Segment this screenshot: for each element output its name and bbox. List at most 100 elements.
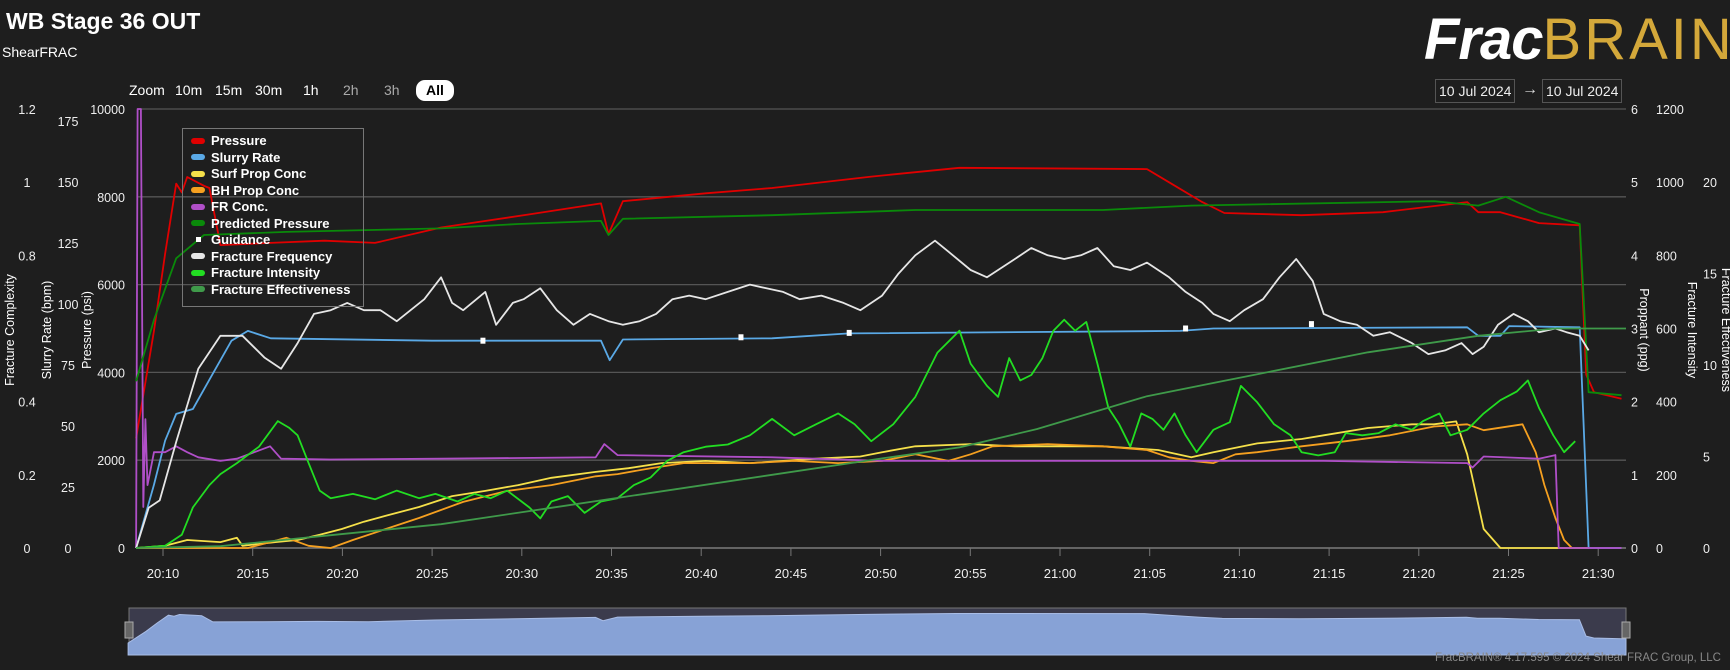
proppant-tick-label: 1	[1631, 469, 1638, 483]
guidance-marker	[1183, 325, 1189, 332]
page-title: WB Stage 36 OUT	[6, 8, 201, 34]
pressure-tick-label: 4000	[97, 366, 125, 380]
legend-label: Fracture Frequency	[211, 248, 333, 264]
guidance-marker	[1308, 321, 1314, 328]
zoom-15m-button[interactable]: 15m	[215, 82, 243, 98]
pressure-line	[135, 166, 1622, 439]
date-from-input[interactable]: 10 Jul 2024	[1435, 79, 1516, 103]
x-tick-label: 21:15	[1313, 566, 1346, 581]
x-tick-label: 21:05	[1133, 566, 1166, 581]
legend-swatch	[191, 269, 205, 276]
intensity-tick-label: 400	[1656, 396, 1677, 410]
intensity-tick-label: 200	[1656, 469, 1677, 483]
complexity-tick-label: 0.2	[18, 469, 35, 483]
slurry-tick-label: 175	[58, 115, 79, 129]
complexity-tick-label: 0.4	[18, 396, 35, 410]
zoom-30m-button[interactable]: 30m	[255, 82, 283, 98]
legend-swatch	[191, 170, 205, 177]
legend-swatch	[191, 203, 205, 210]
legend-label: Pressure	[211, 133, 267, 148]
navigator-right-handle[interactable]	[1621, 621, 1631, 639]
proppant-tick-label: 5	[1631, 176, 1638, 190]
legend-item-slurry-rate[interactable]: Slurry Rate	[191, 150, 280, 166]
guidance-marker	[480, 337, 486, 344]
legend-item-fracture-frequency[interactable]: Fracture Frequency	[191, 249, 332, 265]
x-tick-label: 20:35	[595, 566, 628, 581]
legend-swatch	[196, 237, 201, 243]
zoom-label: Zoom	[129, 82, 165, 98]
slurry-axis-title: Slurry Rate (bpm)	[40, 281, 54, 380]
proppant-tick-label: 2	[1631, 396, 1638, 410]
effectiveness-tick-label: 20	[1703, 176, 1717, 190]
legend-label: Fracture Intensity	[211, 265, 321, 280]
pressure-tick-label: 8000	[97, 191, 125, 205]
logo-text-frac: Frac	[1424, 7, 1544, 72]
intensity-tick-label: 600	[1656, 323, 1677, 337]
page-subtitle: ShearFRAC	[2, 44, 78, 60]
pressure-tick-label: 2000	[97, 454, 125, 468]
pressure-tick-label: 6000	[97, 279, 125, 293]
x-tick-label: 20:40	[685, 566, 718, 581]
legend: Pressure Slurry Rate Surf Prop Conc BH Prop…	[182, 128, 364, 307]
complexity-axis-title: Fracture Complexity	[3, 273, 17, 386]
complexity-tick-label: 0.8	[18, 249, 35, 263]
pressure-tick-label: 10000	[90, 103, 125, 117]
legend-item-fracture-intensity[interactable]: Fracture Intensity	[191, 265, 320, 281]
x-tick-label: 20:55	[954, 566, 987, 581]
guidance-marker	[846, 329, 852, 336]
navigator-left-handle[interactable]	[124, 621, 134, 639]
x-tick-label: 21:30	[1582, 566, 1615, 581]
slurry-tick-label: 125	[58, 237, 79, 251]
legend-swatch	[191, 187, 205, 194]
proppant-tick-label: 0	[1631, 542, 1638, 556]
pressure-tick-label: 0	[118, 542, 125, 556]
x-tick-label: 20:25	[416, 566, 449, 581]
zoom-1h-button[interactable]: 1h	[303, 82, 319, 98]
legend-item-fr-conc[interactable]: FR Conc.	[191, 199, 268, 215]
x-tick-label: 20:50	[864, 566, 897, 581]
x-tick-label: 20:45	[775, 566, 808, 581]
surf-prop-conc-line	[136, 420, 1589, 549]
zoom-all-button[interactable]: All	[416, 80, 454, 101]
slurry-tick-label: 150	[58, 176, 79, 190]
legend-label: FR Conc.	[211, 199, 269, 214]
intensity-axis-title: Fracture Intensity	[1685, 282, 1699, 379]
x-tick-label: 21:25	[1492, 566, 1525, 581]
effectiveness-tick-label: 0	[1703, 542, 1710, 556]
proppant-tick-label: 6	[1631, 103, 1638, 117]
axes: 20:10 20:15 20:20 20:25 20:30 20:35 20:40 20:45…	[3, 103, 1730, 581]
proppant-tick-label: 4	[1631, 249, 1638, 263]
legend-label: Fracture Effectiveness	[211, 281, 351, 297]
fracbrain-logo: FracBRAIN®	[1424, 10, 1730, 70]
intensity-tick-label: 1000	[1656, 176, 1684, 190]
slurry-tick-label: 100	[58, 298, 79, 312]
legend-item-bh-prop-conc[interactable]: BH Prop Conc	[191, 183, 299, 199]
legend-item-pressure[interactable]: Pressure	[191, 133, 267, 149]
effectiveness-tick-label: 5	[1703, 451, 1710, 465]
legend-label: Slurry Rate	[211, 149, 281, 165]
series-lines	[135, 108, 1626, 549]
zoom-2h-button[interactable]: 2h	[343, 82, 359, 98]
effectiveness-tick-label: 10	[1703, 359, 1717, 373]
x-tick-label: 20:30	[506, 566, 539, 581]
legend-item-surf-prop-conc[interactable]: Surf Prop Conc	[191, 166, 306, 182]
legend-swatch	[191, 253, 205, 260]
x-tick-label: 20:20	[326, 566, 359, 581]
intensity-tick-label: 1200	[1656, 103, 1684, 117]
legend-item-fracture-effectiveness[interactable]: Fracture Effectiveness	[191, 282, 350, 298]
zoom-10m-button[interactable]: 10m	[175, 82, 203, 98]
legend-swatch	[191, 154, 205, 161]
legend-item-predicted-pressure[interactable]: Predicted Pressure	[191, 216, 330, 232]
navigator-area	[127, 612, 1627, 656]
x-tick-label: 21:10	[1223, 566, 1256, 581]
x-tick-label: 21:20	[1403, 566, 1436, 581]
legend-label: BH Prop Conc	[211, 182, 300, 198]
slurry-tick-label: 75	[61, 359, 75, 373]
x-tick-label: 20:15	[236, 566, 269, 581]
x-tick-label: 20:10	[147, 566, 180, 581]
zoom-3h-button[interactable]: 3h	[384, 82, 400, 98]
legend-item-guidance[interactable]: Guidance	[191, 232, 270, 248]
date-to-input[interactable]: 10 Jul 2024	[1542, 79, 1623, 103]
fracture-frequency-line	[135, 239, 1590, 549]
slurry-tick-label: 25	[61, 481, 75, 495]
